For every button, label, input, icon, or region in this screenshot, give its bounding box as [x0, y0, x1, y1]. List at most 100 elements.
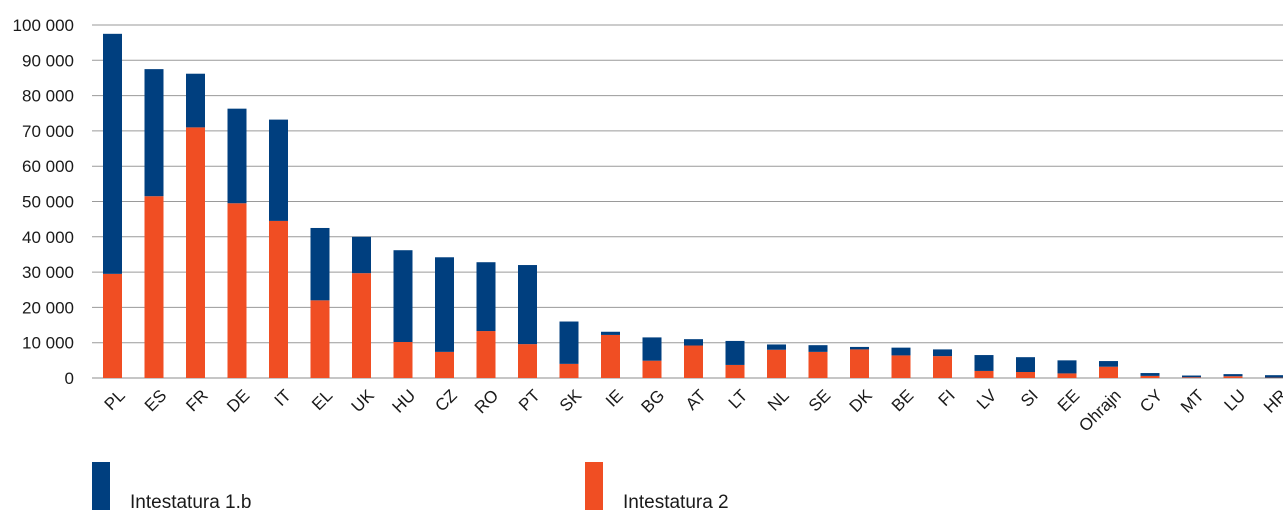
x-tick-label: DE — [223, 386, 253, 416]
bar-segment — [394, 342, 413, 378]
bar-segment — [1265, 375, 1283, 377]
bar-segment — [186, 74, 205, 128]
bar-segment — [726, 341, 745, 365]
bar-segment — [352, 273, 371, 378]
y-tick-label: 60 000 — [22, 157, 74, 176]
y-tick-label: 30 000 — [22, 263, 74, 282]
x-tick-label: SK — [556, 385, 586, 415]
bar-segment — [850, 349, 869, 378]
bar-segment — [892, 355, 911, 378]
x-tick-label: EE — [1054, 386, 1083, 415]
bar-segment — [1224, 374, 1243, 376]
x-tick-label: SI — [1017, 386, 1042, 411]
x-tick-label: PT — [515, 386, 544, 415]
x-tick-label: IT — [271, 386, 295, 410]
bar-segment — [352, 237, 371, 273]
y-tick-label: 80 000 — [22, 87, 74, 106]
y-tick-label: 40 000 — [22, 228, 74, 247]
bar-segment — [1141, 376, 1160, 378]
x-tick-label: SE — [805, 386, 834, 415]
legend-item-intestatura-1b: Intestatura 1.b — [92, 462, 251, 514]
y-tick-label: 10 000 — [22, 334, 74, 353]
x-tick-label: FI — [935, 386, 959, 410]
bar-segment — [145, 69, 164, 196]
bar-segment — [1058, 360, 1077, 373]
bar-segment — [1058, 373, 1077, 378]
bar-segment — [1016, 357, 1035, 372]
x-tick-label: LV — [973, 385, 1001, 413]
bar-segment — [269, 221, 288, 378]
bar-segment — [1016, 372, 1035, 378]
y-tick-label: 20 000 — [22, 298, 74, 317]
x-tick-label: HU — [389, 386, 420, 417]
bar-segment — [975, 355, 994, 371]
x-tick-label: DK — [846, 385, 877, 416]
x-tick-label: UK — [348, 385, 379, 416]
bar-segment — [435, 257, 454, 352]
bar-segment — [767, 350, 786, 378]
x-tick-label: AT — [682, 386, 710, 414]
bar-segment — [186, 127, 205, 378]
x-tick-label: IE — [602, 386, 627, 411]
bar-segment — [684, 346, 703, 378]
bar-segment — [975, 371, 994, 378]
bar-segment — [477, 331, 496, 378]
bar-segment — [809, 352, 828, 378]
bar-segment — [560, 364, 579, 378]
y-tick-label: 0 — [65, 369, 74, 388]
x-tick-label: Ohrajn — [1075, 386, 1125, 436]
bar-segment — [435, 352, 454, 378]
bar-segment — [311, 300, 330, 378]
bar-segment — [933, 356, 952, 378]
legend-swatch-intestatura-1b — [92, 462, 110, 510]
x-tick-label: LU — [1221, 386, 1250, 415]
bar-segment — [560, 322, 579, 364]
bar-segment — [809, 345, 828, 352]
bar-segment — [726, 365, 745, 378]
bar-segment — [518, 344, 537, 378]
bar-segment — [1099, 367, 1118, 378]
bar-segment — [684, 339, 703, 345]
legend-swatch-intestatura-2 — [585, 462, 603, 510]
bar-segment — [103, 34, 122, 274]
legend-label-intestatura-2: Intestatura 2 — [623, 492, 729, 514]
x-tick-label: BG — [638, 386, 669, 417]
bar-segment — [933, 349, 952, 356]
bar-segment — [269, 120, 288, 221]
bar-segment — [850, 347, 869, 349]
bar-segment — [103, 274, 122, 378]
bar-segment — [601, 332, 620, 335]
x-tick-label: EL — [308, 386, 336, 414]
x-tick-label: BE — [888, 386, 917, 415]
x-tick-label: ES — [141, 386, 170, 415]
y-tick-label: 50 000 — [22, 193, 74, 212]
legend-item-intestatura-2: Intestatura 2 — [585, 462, 729, 514]
x-tick-label: PL — [101, 386, 129, 414]
x-tick-label: NL — [764, 386, 793, 415]
x-tick-label: RO — [471, 386, 502, 417]
bar-segment — [601, 335, 620, 378]
bar-segment — [892, 348, 911, 356]
bar-segment — [643, 361, 662, 378]
y-tick-label: 100 000 — [13, 16, 74, 35]
bar-segment — [767, 344, 786, 349]
bar-segment — [477, 262, 496, 331]
y-tick-label: 90 000 — [22, 51, 74, 70]
x-tick-label: CZ — [431, 386, 460, 415]
x-tick-label: MT — [1177, 386, 1208, 417]
bar-segment — [1182, 377, 1201, 378]
bars — [103, 34, 1283, 378]
bar-segment — [1099, 361, 1118, 367]
legend-label-intestatura-1b: Intestatura 1.b — [130, 492, 251, 514]
bar-segment — [228, 109, 247, 204]
x-tick-label: HR — [1260, 386, 1283, 417]
bar-segment — [145, 196, 164, 378]
bar-segment — [228, 203, 247, 378]
x-tick-label: CY — [1136, 386, 1166, 416]
bar-segment — [394, 250, 413, 342]
bar-segment — [1224, 376, 1243, 378]
bar-segment — [1141, 373, 1160, 376]
